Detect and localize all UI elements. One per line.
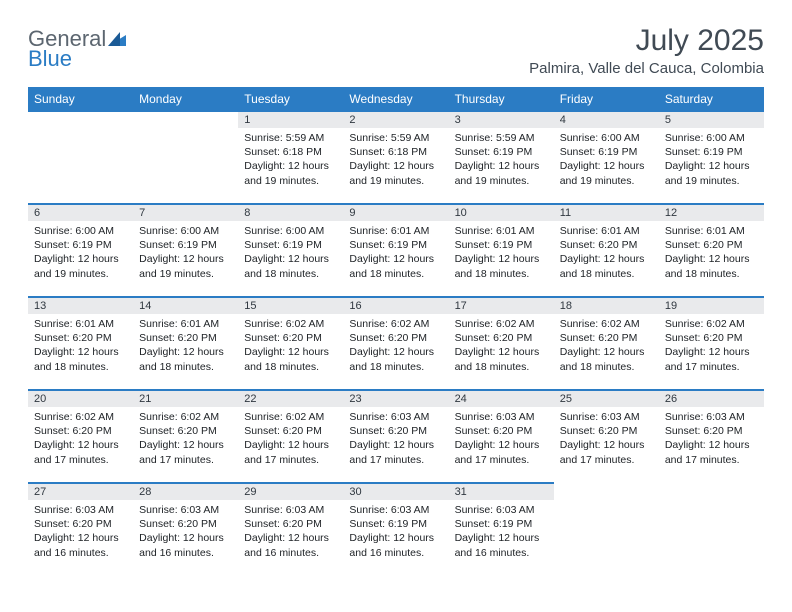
- day-info-cell: Sunrise: 6:03 AMSunset: 6:19 PMDaylight:…: [449, 500, 554, 575]
- day-number-cell: 7: [133, 204, 238, 221]
- day-number-cell: 16: [343, 297, 448, 314]
- day-number-cell: 30: [343, 483, 448, 500]
- day-number-cell: 28: [133, 483, 238, 500]
- day-number-row: 12345: [28, 111, 764, 128]
- day-info-cell: Sunrise: 5:59 AMSunset: 6:18 PMDaylight:…: [238, 128, 343, 204]
- day-info-cell: Sunrise: 5:59 AMSunset: 6:19 PMDaylight:…: [449, 128, 554, 204]
- day-info-cell: Sunrise: 5:59 AMSunset: 6:18 PMDaylight:…: [343, 128, 448, 204]
- day-info-cell: Sunrise: 6:03 AMSunset: 6:20 PMDaylight:…: [238, 500, 343, 575]
- day-number-cell: 15: [238, 297, 343, 314]
- day-number-cell: 24: [449, 390, 554, 407]
- weekday-header: Friday: [554, 88, 659, 112]
- day-info-cell: Sunrise: 6:03 AMSunset: 6:19 PMDaylight:…: [343, 500, 448, 575]
- day-number-cell: 26: [659, 390, 764, 407]
- day-info-cell: Sunrise: 6:03 AMSunset: 6:20 PMDaylight:…: [554, 407, 659, 483]
- day-info-cell: Sunrise: 6:02 AMSunset: 6:20 PMDaylight:…: [659, 314, 764, 390]
- brand-line2: Blue: [28, 48, 126, 70]
- day-number-cell: 14: [133, 297, 238, 314]
- day-info-row: Sunrise: 6:00 AMSunset: 6:19 PMDaylight:…: [28, 221, 764, 297]
- day-number-cell: [554, 483, 659, 500]
- day-number-cell: [659, 483, 764, 500]
- brand-logo: General Blue: [28, 28, 126, 70]
- day-info-cell: Sunrise: 6:02 AMSunset: 6:20 PMDaylight:…: [449, 314, 554, 390]
- day-info-cell: Sunrise: 6:02 AMSunset: 6:20 PMDaylight:…: [554, 314, 659, 390]
- day-info-cell: Sunrise: 6:01 AMSunset: 6:20 PMDaylight:…: [133, 314, 238, 390]
- day-number-cell: 23: [343, 390, 448, 407]
- day-number-cell: 20: [28, 390, 133, 407]
- day-info-cell: Sunrise: 6:02 AMSunset: 6:20 PMDaylight:…: [238, 314, 343, 390]
- day-number-cell: 25: [554, 390, 659, 407]
- day-info-cell: Sunrise: 6:02 AMSunset: 6:20 PMDaylight:…: [28, 407, 133, 483]
- calendar-table: SundayMondayTuesdayWednesdayThursdayFrid…: [28, 87, 764, 575]
- day-info-cell: Sunrise: 6:03 AMSunset: 6:20 PMDaylight:…: [449, 407, 554, 483]
- day-info-cell: Sunrise: 6:03 AMSunset: 6:20 PMDaylight:…: [133, 500, 238, 575]
- day-number-cell: [28, 111, 133, 128]
- day-number-cell: 10: [449, 204, 554, 221]
- day-info-cell: Sunrise: 6:01 AMSunset: 6:20 PMDaylight:…: [659, 221, 764, 297]
- day-info-cell: [554, 500, 659, 575]
- day-info-cell: Sunrise: 6:02 AMSunset: 6:20 PMDaylight:…: [343, 314, 448, 390]
- weekday-header: Monday: [133, 88, 238, 112]
- day-number-cell: 31: [449, 483, 554, 500]
- day-info-cell: Sunrise: 6:00 AMSunset: 6:19 PMDaylight:…: [659, 128, 764, 204]
- day-info-cell: Sunrise: 6:01 AMSunset: 6:20 PMDaylight:…: [554, 221, 659, 297]
- day-info-cell: Sunrise: 6:03 AMSunset: 6:20 PMDaylight:…: [343, 407, 448, 483]
- day-info-cell: [28, 128, 133, 204]
- day-number-cell: 5: [659, 111, 764, 128]
- day-number-cell: 27: [28, 483, 133, 500]
- weekday-header: Thursday: [449, 88, 554, 112]
- day-number-cell: 12: [659, 204, 764, 221]
- day-info-cell: Sunrise: 6:01 AMSunset: 6:19 PMDaylight:…: [343, 221, 448, 297]
- day-info-row: Sunrise: 6:01 AMSunset: 6:20 PMDaylight:…: [28, 314, 764, 390]
- day-info-cell: Sunrise: 6:02 AMSunset: 6:20 PMDaylight:…: [133, 407, 238, 483]
- brand-mark-icon: [108, 32, 126, 46]
- day-number-cell: 1: [238, 111, 343, 128]
- day-info-cell: Sunrise: 6:03 AMSunset: 6:20 PMDaylight:…: [28, 500, 133, 575]
- day-number-cell: 21: [133, 390, 238, 407]
- day-number-row: 2728293031: [28, 483, 764, 500]
- weekday-header: Saturday: [659, 88, 764, 112]
- weekday-header: Wednesday: [343, 88, 448, 112]
- day-info-cell: Sunrise: 6:00 AMSunset: 6:19 PMDaylight:…: [133, 221, 238, 297]
- day-number-cell: 19: [659, 297, 764, 314]
- weekday-header-row: SundayMondayTuesdayWednesdayThursdayFrid…: [28, 88, 764, 112]
- day-number-cell: 6: [28, 204, 133, 221]
- day-info-row: Sunrise: 6:03 AMSunset: 6:20 PMDaylight:…: [28, 500, 764, 575]
- day-number-cell: 13: [28, 297, 133, 314]
- day-number-row: 13141516171819: [28, 297, 764, 314]
- weekday-header: Sunday: [28, 88, 133, 112]
- day-number-cell: 4: [554, 111, 659, 128]
- day-number-cell: 8: [238, 204, 343, 221]
- day-info-cell: Sunrise: 6:03 AMSunset: 6:20 PMDaylight:…: [659, 407, 764, 483]
- location-text: Palmira, Valle del Cauca, Colombia: [529, 60, 764, 77]
- day-number-cell: 9: [343, 204, 448, 221]
- day-info-cell: Sunrise: 6:01 AMSunset: 6:19 PMDaylight:…: [449, 221, 554, 297]
- day-number-cell: 29: [238, 483, 343, 500]
- day-info-row: Sunrise: 5:59 AMSunset: 6:18 PMDaylight:…: [28, 128, 764, 204]
- day-number-cell: 22: [238, 390, 343, 407]
- header: General Blue July 2025 Palmira, Valle de…: [28, 20, 764, 81]
- day-number-cell: 3: [449, 111, 554, 128]
- day-info-cell: Sunrise: 6:00 AMSunset: 6:19 PMDaylight:…: [238, 221, 343, 297]
- day-info-cell: Sunrise: 6:00 AMSunset: 6:19 PMDaylight:…: [28, 221, 133, 297]
- day-info-cell: [659, 500, 764, 575]
- calendar-page: General Blue July 2025 Palmira, Valle de…: [0, 0, 792, 595]
- day-info-cell: [133, 128, 238, 204]
- day-info-cell: Sunrise: 6:02 AMSunset: 6:20 PMDaylight:…: [238, 407, 343, 483]
- day-number-cell: 11: [554, 204, 659, 221]
- month-title: July 2025: [529, 24, 764, 58]
- day-number-cell: 2: [343, 111, 448, 128]
- day-info-cell: Sunrise: 6:01 AMSunset: 6:20 PMDaylight:…: [28, 314, 133, 390]
- day-number-cell: 18: [554, 297, 659, 314]
- day-number-row: 6789101112: [28, 204, 764, 221]
- day-number-cell: 17: [449, 297, 554, 314]
- day-info-cell: Sunrise: 6:00 AMSunset: 6:19 PMDaylight:…: [554, 128, 659, 204]
- day-number-cell: [133, 111, 238, 128]
- day-info-row: Sunrise: 6:02 AMSunset: 6:20 PMDaylight:…: [28, 407, 764, 483]
- day-number-row: 20212223242526: [28, 390, 764, 407]
- weekday-header: Tuesday: [238, 88, 343, 112]
